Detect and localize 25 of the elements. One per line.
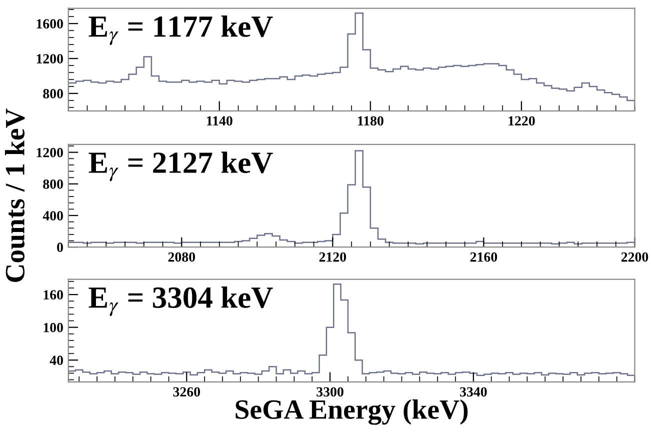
x-tick-label: 2120 bbox=[319, 252, 346, 262]
x-tick-label: 3340 bbox=[460, 387, 487, 397]
x-tick-label: 2080 bbox=[168, 252, 195, 262]
x-tick-label: 3300 bbox=[316, 387, 344, 397]
x-tick-label: 1180 bbox=[358, 116, 384, 126]
y-tick-label: 400 bbox=[42, 211, 63, 220]
y-tick-label: 1200 bbox=[36, 54, 63, 64]
y-tick-label: 1200 bbox=[36, 148, 63, 158]
y-tick-label: 160 bbox=[44, 290, 63, 300]
y-tick-label: 100 bbox=[44, 322, 63, 332]
x-tick-label: 3260 bbox=[173, 387, 200, 397]
y-tick-label: 0 bbox=[57, 242, 63, 252]
annotation: E$_{γ}$ = 2127 keV bbox=[88, 152, 273, 182]
x-tick-label: 2200 bbox=[621, 252, 648, 262]
y-tick-label: 40 bbox=[50, 356, 63, 366]
x-tick-label: 2160 bbox=[470, 252, 498, 262]
y-tick-label: 1600 bbox=[36, 19, 63, 29]
annotation: E$_{γ}$ = 3304 keV bbox=[88, 286, 273, 316]
y-axis-title: Counts / 1 keV bbox=[4, 108, 25, 282]
x-tick-label: 1140 bbox=[206, 116, 232, 126]
annotation: E$_{γ}$ = 1177 keV bbox=[88, 15, 273, 46]
x-tick-label: 1220 bbox=[508, 116, 535, 126]
x-axis-title: SeGA Energy (keV) bbox=[236, 399, 468, 425]
y-tick-label: 800 bbox=[43, 89, 63, 98]
y-tick-label: 800 bbox=[43, 179, 63, 189]
